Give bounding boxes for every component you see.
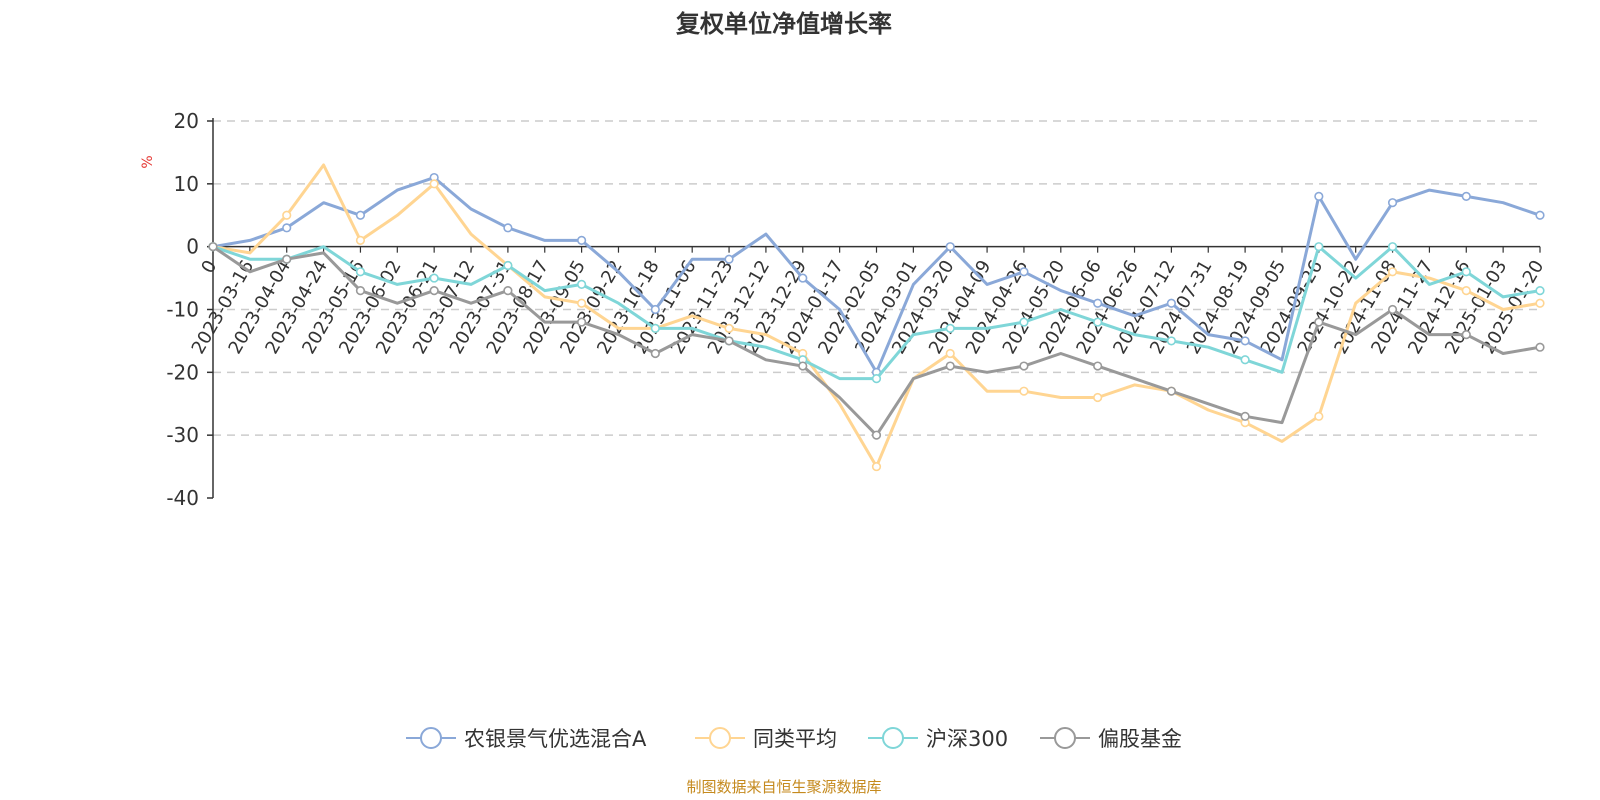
data-point [208,242,218,252]
data-point [1093,392,1103,403]
data-point [650,323,660,333]
data-point [1166,386,1176,396]
data-point [945,242,955,252]
y-tick-label: -30 [166,423,199,447]
data-point [1461,191,1471,201]
data-point [1461,330,1471,340]
data-point [724,336,734,346]
y-axis: 20 10 0 -10 -20 -30 -40 [166,109,214,510]
legend-item[interactable]: 沪深300 [868,727,1008,751]
data-point [1535,210,1545,220]
data-point [355,235,366,245]
data-point [1461,286,1471,296]
data-point [1387,304,1398,315]
data-point [355,267,366,277]
data-point [1166,298,1176,308]
legend-marker [709,727,731,749]
y-tick-label: -20 [166,360,199,384]
data-point [650,348,660,359]
legend-item[interactable]: 同类平均 [695,727,837,751]
series-3 [208,242,1545,440]
data-point [1093,317,1103,327]
data-point [1387,242,1398,252]
data-point [1387,198,1398,208]
series-lines [208,163,1545,472]
data-point [1314,317,1324,327]
data-point [1093,361,1103,371]
data-point [798,361,808,371]
y-axis-label: % [140,155,156,168]
chart-title: 复权单位净值增长率 [675,10,892,38]
data-point [871,430,882,440]
data-point [1535,286,1545,296]
data-point [1314,191,1324,201]
y-tick-label: 10 [174,172,199,196]
data-point [429,273,439,283]
y-tick-label: -10 [166,298,199,322]
data-point [503,286,513,296]
data-point [1240,355,1250,365]
legend[interactable]: 农银景气优选混合A 同类平均 沪深300 偏股基金 [406,727,1182,751]
data-point [1535,342,1545,352]
legend-label: 同类平均 [753,727,837,751]
data-point [577,317,587,327]
legend-item[interactable]: 农银景气优选混合A [406,727,647,751]
data-point [355,210,366,220]
data-point [724,323,734,333]
data-point [1387,267,1398,277]
legend-label: 偏股基金 [1098,727,1182,751]
legend-marker [1054,727,1076,749]
data-point [429,286,439,296]
data-point [1019,317,1029,327]
series-1 [208,163,1545,472]
data-point [429,179,439,189]
y-tick-label: -40 [166,486,199,510]
data-point [945,361,955,371]
data-point [945,348,955,359]
data-point [282,254,292,264]
data-point [1019,361,1029,371]
data-point [577,235,587,245]
data-point [1019,267,1029,277]
data-point [1314,411,1324,421]
data-source-note: 制图数据来自恒生聚源数据库 [686,778,881,796]
data-point [1093,298,1103,308]
legend-label: 农银景气优选混合A [464,727,647,751]
data-point [1019,386,1029,396]
data-point [577,298,587,308]
y-tick-label: 0 [186,235,199,259]
data-point [577,279,587,289]
data-point [871,374,882,384]
data-point [1166,336,1176,346]
legend-marker [882,727,904,749]
legend-marker [420,727,442,749]
data-point [798,273,808,283]
data-point [355,286,366,296]
data-point [503,223,513,233]
data-point [282,223,292,233]
data-point [503,260,513,271]
series-0 [208,172,1545,377]
legend-label: 沪深300 [926,727,1008,751]
y-tick-label: 20 [174,109,199,133]
legend-item[interactable]: 偏股基金 [1040,727,1182,751]
x-tick-label: 0 [197,257,221,277]
data-point [871,461,882,472]
data-point [1314,242,1324,252]
data-point [1461,267,1471,277]
data-point [724,254,734,264]
data-point [1535,298,1545,308]
data-point [282,210,292,220]
data-point [1240,336,1250,346]
data-point [650,304,660,315]
data-point [1240,411,1250,421]
data-point [945,323,955,333]
